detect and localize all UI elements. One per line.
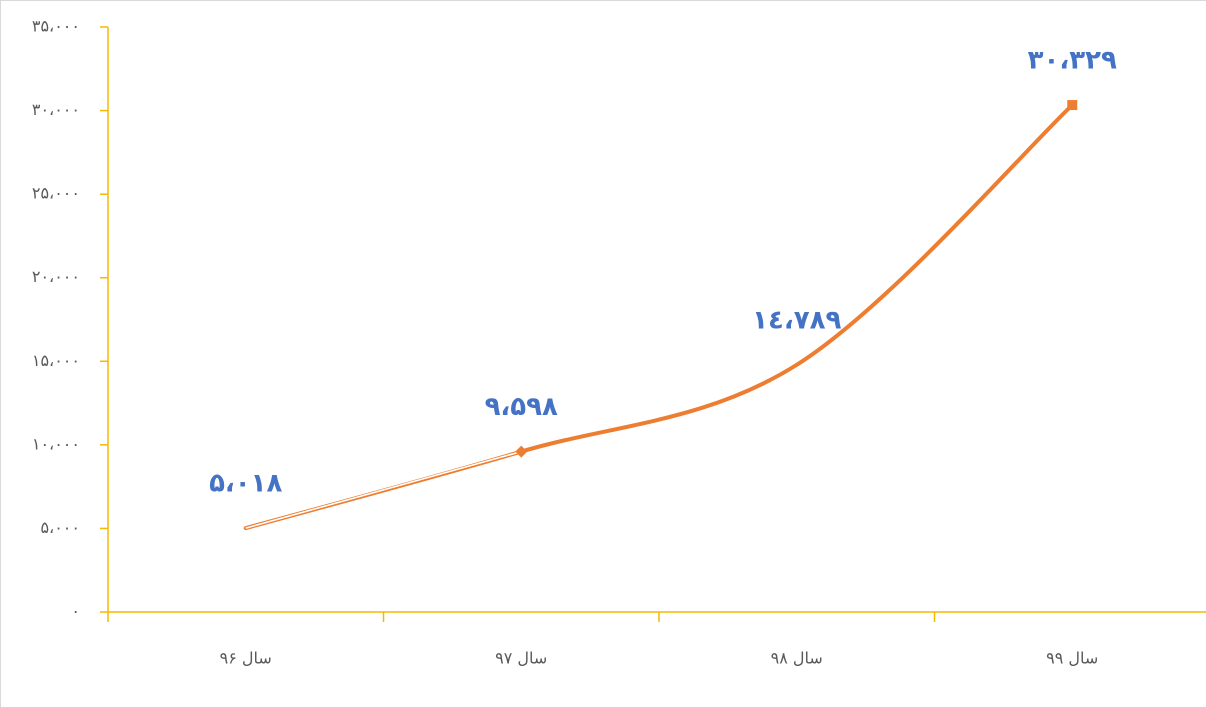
y-tick-label: ۰ — [71, 602, 80, 621]
y-tick-label: ۵،۰۰۰ — [40, 518, 80, 537]
data-label: ۹،۵۹۸ — [485, 392, 558, 422]
marker — [1067, 100, 1078, 111]
data-label: ۱٤،۷۸۹ — [752, 305, 841, 335]
y-tick-label: ۳۵،۰۰۰ — [32, 17, 80, 36]
data-label: ۵،۰۱۸ — [209, 469, 282, 499]
x-tick-label: سال ۹۷ — [495, 649, 547, 668]
y-tick-label: ۲۰،۰۰۰ — [32, 267, 80, 286]
y-tick-label: ۱۵،۰۰۰ — [32, 351, 80, 370]
y-tick-label: ۳۰،۰۰۰ — [32, 100, 80, 119]
line-hollow — [245, 450, 522, 529]
x-tick-label: سال ۹۹ — [1046, 649, 1098, 668]
data-label: ۳۰،۳۲۹ — [1028, 46, 1117, 76]
marker — [515, 445, 528, 458]
x-tick-label: سال ۹۶ — [220, 649, 272, 668]
x-tick-label: سال ۹۸ — [771, 649, 823, 668]
y-tick-label: ۲۵،۰۰۰ — [32, 184, 80, 203]
line — [243, 103, 1075, 531]
y-tick-label: ۱۰،۰۰۰ — [32, 434, 80, 453]
